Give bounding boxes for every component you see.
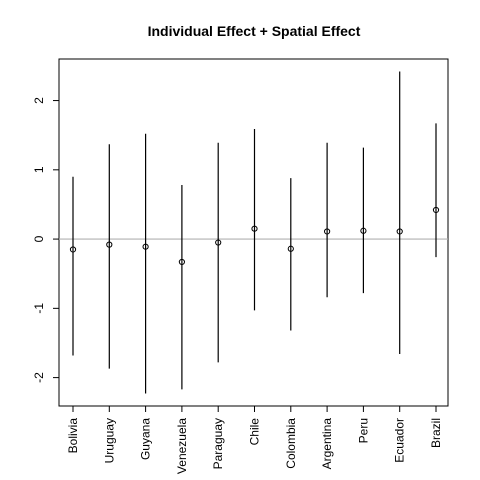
y-tick-label: 2	[32, 97, 46, 104]
x-axis: Bolivia Uruguay Guyana Venezuela Paraguay Chi…	[66, 406, 443, 474]
y-tick-label: 0	[32, 235, 46, 242]
x-tick-label: Uruguay	[102, 418, 116, 463]
x-tick-label: Venezuela	[175, 418, 189, 474]
point-guyana	[142, 243, 149, 250]
point-paraguay	[215, 239, 222, 246]
y-tick-label: -1	[32, 303, 46, 314]
point-bolivia	[69, 246, 77, 253]
x-tick-label: Ecuador	[393, 418, 407, 463]
y-tick-label: 1	[32, 166, 46, 173]
x-tick-label: Peru	[356, 418, 370, 443]
x-tick-label: Brazil	[429, 418, 443, 448]
point-uruguay	[106, 241, 113, 248]
x-tick-label: Paraguay	[211, 418, 225, 469]
plot-frame	[58, 58, 449, 407]
x-tick-label: Argentina	[320, 418, 334, 470]
point-venezuela	[178, 258, 185, 266]
y-axis: -2 -1 0 1 2	[32, 97, 59, 383]
point-colombia	[287, 245, 294, 252]
x-tick-label: Colombia	[284, 418, 298, 469]
x-tick-label: Bolivia	[66, 418, 80, 454]
point-brazil	[432, 206, 440, 214]
chart-title: Individual Effect + Spatial Effect	[148, 23, 361, 39]
point-layer	[69, 206, 440, 266]
point-peru	[360, 227, 367, 234]
point-ecuador	[396, 228, 403, 235]
y-tick-label: -2	[32, 372, 46, 383]
x-tick-label: Chile	[248, 418, 262, 446]
interval-layer	[72, 71, 437, 394]
point-chile	[251, 225, 258, 232]
point-argentina	[324, 228, 331, 235]
x-tick-label: Guyana	[139, 418, 153, 460]
